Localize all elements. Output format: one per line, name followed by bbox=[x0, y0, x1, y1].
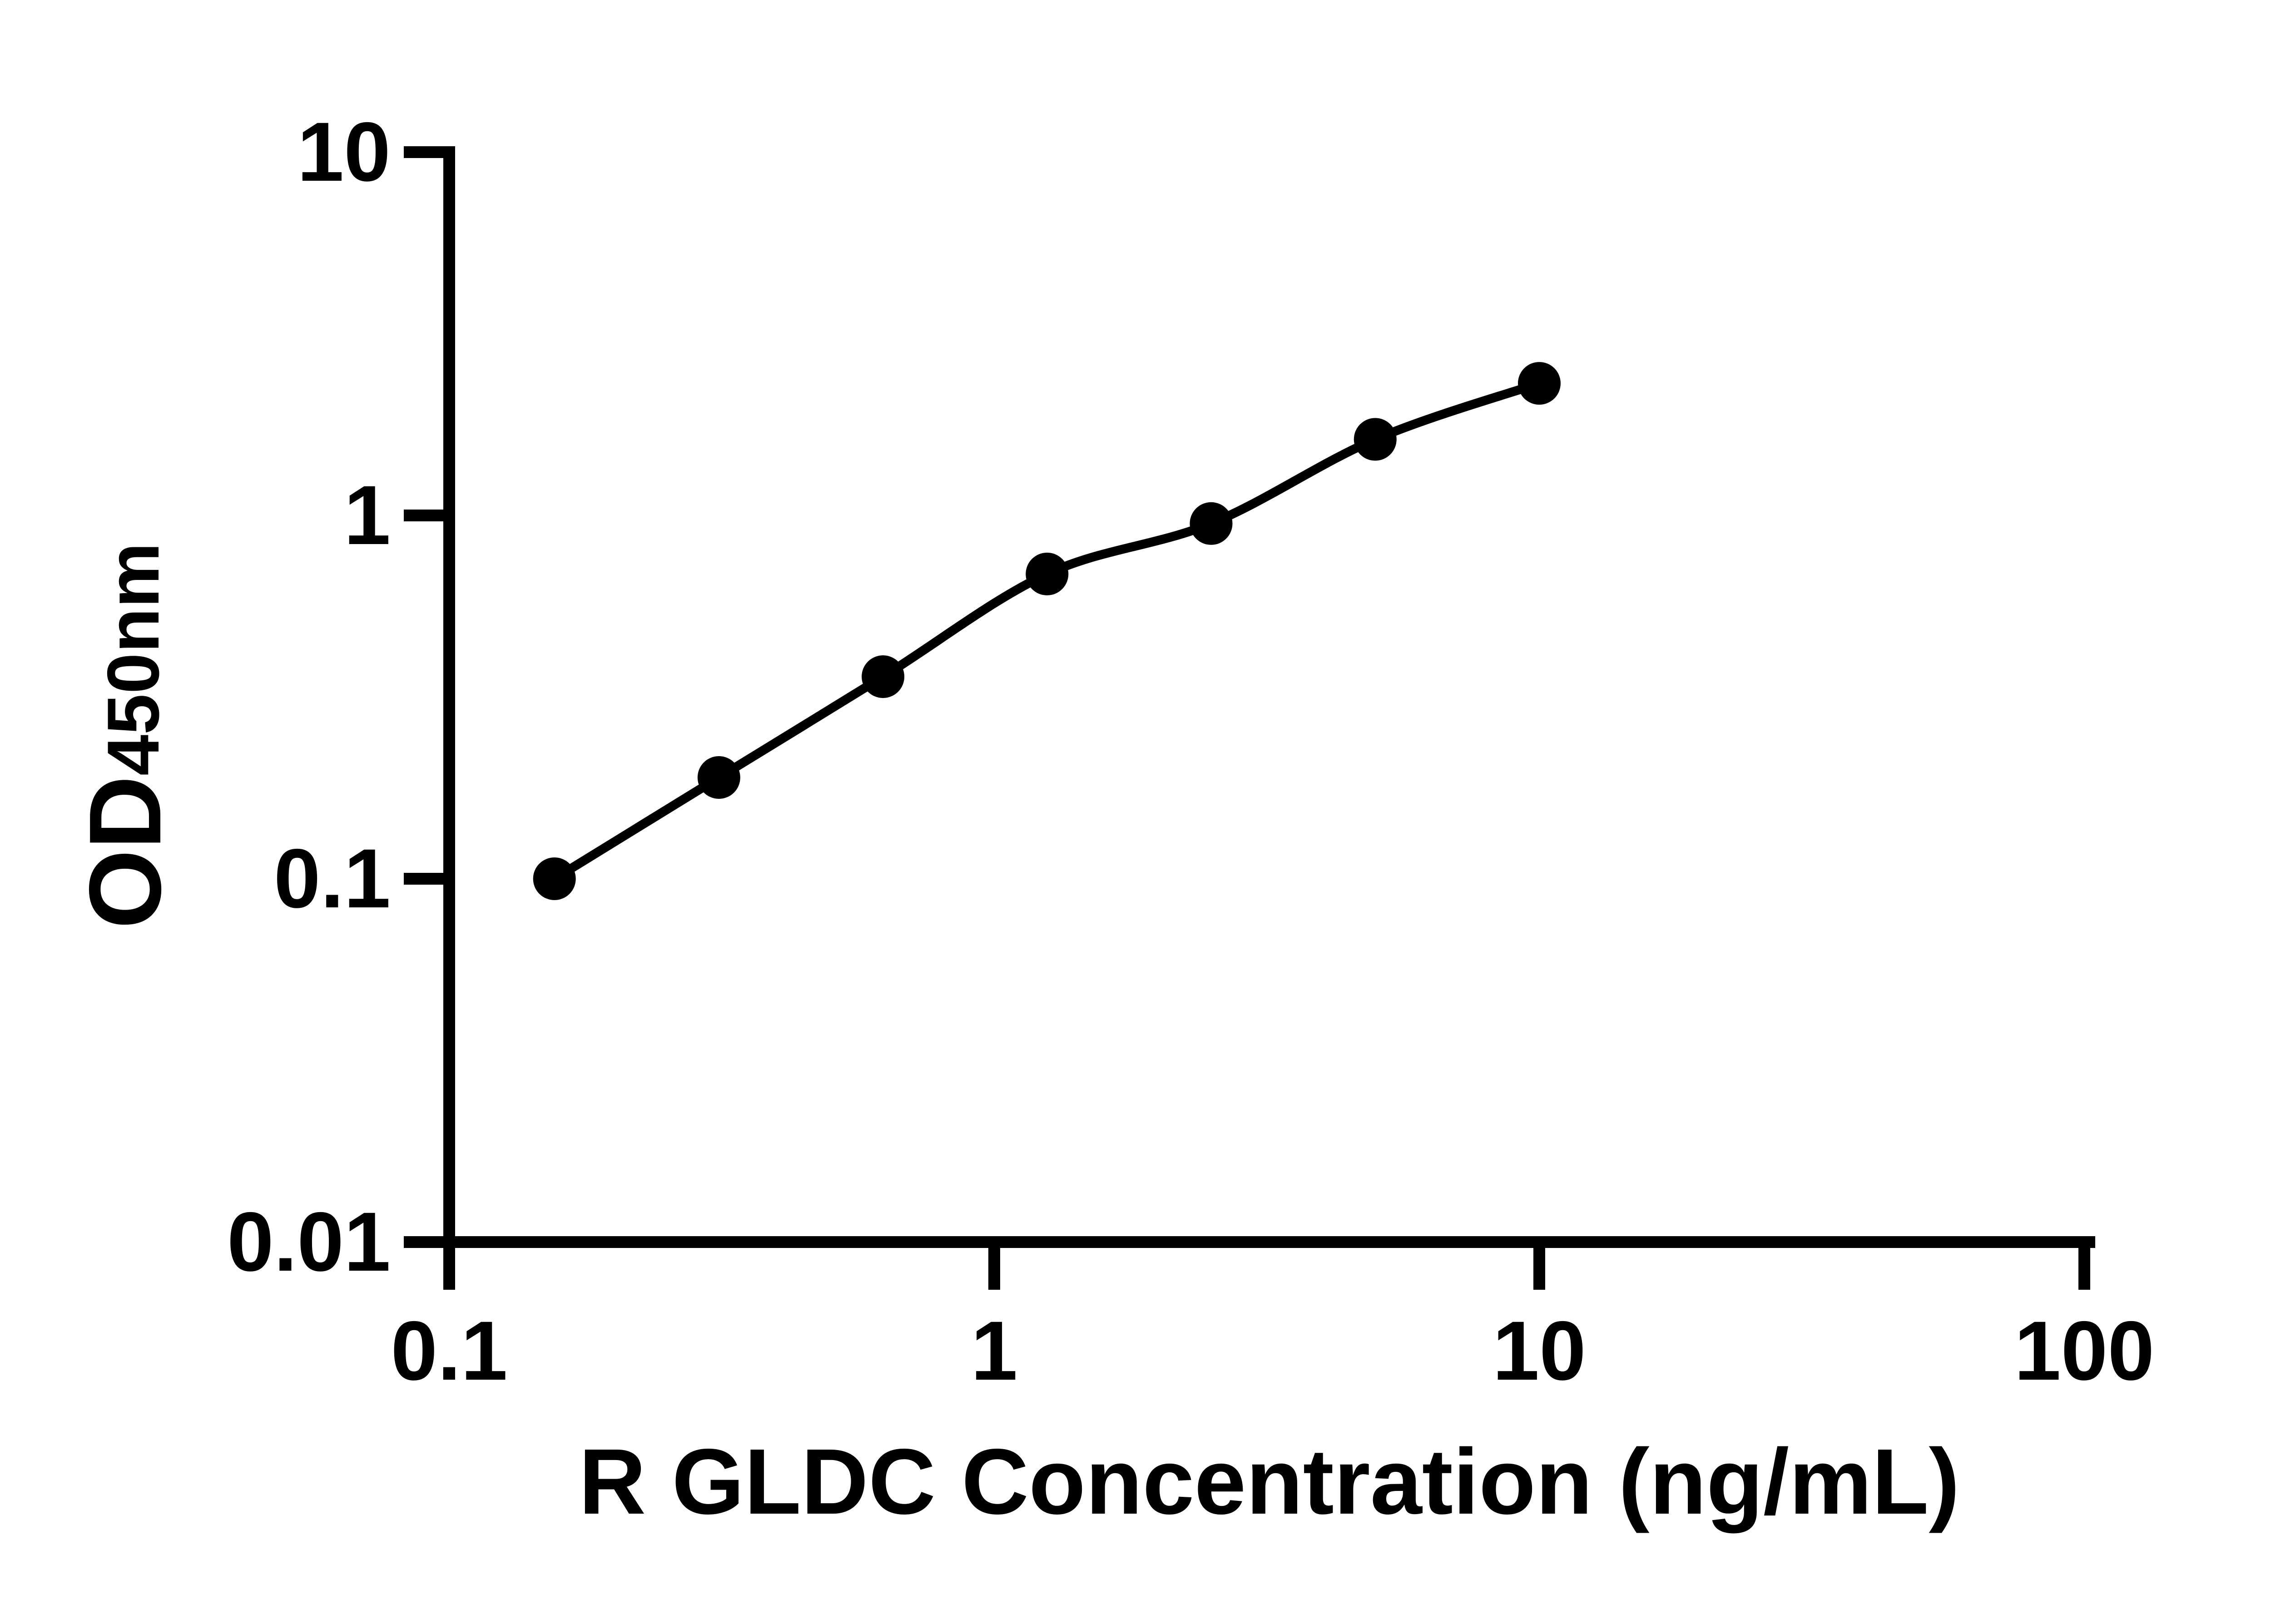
data-point bbox=[862, 655, 905, 698]
x-tick-label: 0.1 bbox=[391, 1304, 508, 1398]
x-axis-title: R GLDC Concentration (ng/mL) bbox=[579, 1430, 1960, 1534]
y-axis-title: OD 450nm bbox=[57, 463, 193, 1008]
y-tick-label: 0.1 bbox=[273, 832, 391, 926]
y-tick-label: 10 bbox=[297, 105, 391, 199]
x-tick-label: 100 bbox=[2014, 1304, 2155, 1398]
data-point bbox=[697, 756, 740, 799]
x-tick-label: 1 bbox=[971, 1304, 1018, 1398]
data-point bbox=[533, 857, 576, 900]
data-point bbox=[1518, 362, 1561, 405]
y-tick-label: 1 bbox=[344, 468, 391, 562]
data-point bbox=[1026, 552, 1069, 595]
y-axis-title-subscript: 450nm bbox=[92, 542, 175, 776]
fit-curve bbox=[552, 379, 1541, 883]
y-axis-title-main: OD bbox=[67, 775, 182, 929]
y-tick-label: 0.01 bbox=[227, 1195, 391, 1289]
data-point bbox=[1190, 502, 1233, 545]
data-point bbox=[1354, 418, 1397, 461]
x-tick-label: 10 bbox=[1493, 1304, 1586, 1398]
